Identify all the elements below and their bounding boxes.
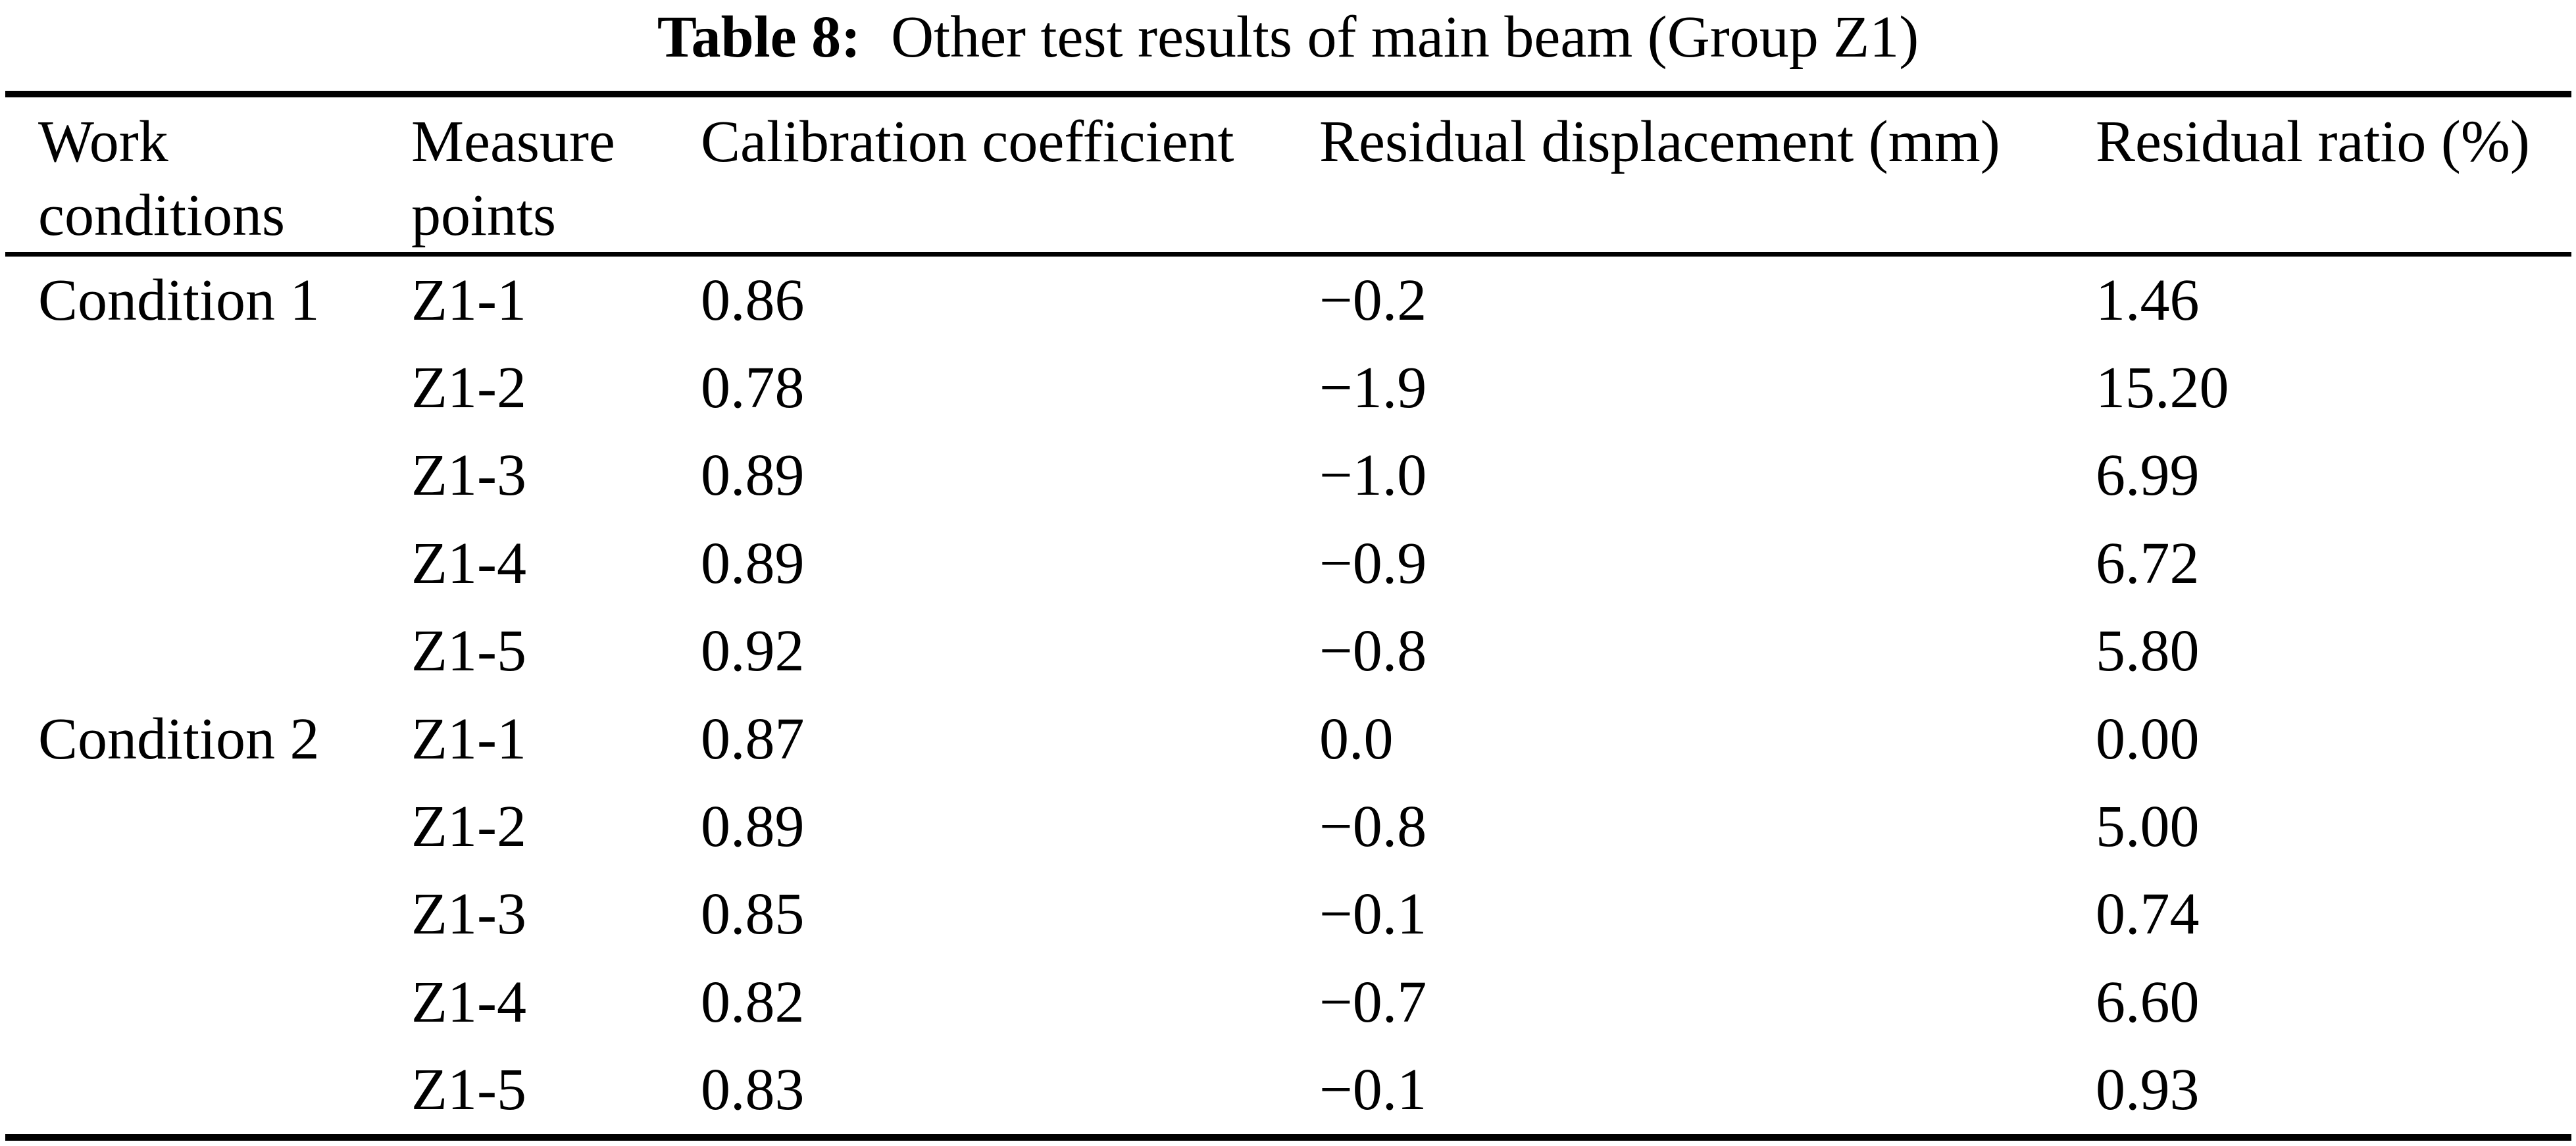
table-bottom-rule bbox=[5, 1134, 2571, 1141]
cell-residual-displacement: −1.0 bbox=[1319, 443, 1427, 509]
cell-measure-point: Z1-4 bbox=[411, 969, 526, 1035]
cell-residual-ratio: 5.80 bbox=[2096, 618, 2200, 684]
cell-residual-displacement: −0.8 bbox=[1319, 794, 1427, 860]
cell-measure-point: Z1-4 bbox=[411, 530, 526, 596]
cell-calibration-coefficient: 0.87 bbox=[701, 706, 805, 772]
cell-residual-ratio: 0.74 bbox=[2096, 882, 2200, 947]
cell-residual-ratio: 6.72 bbox=[2096, 530, 2200, 596]
cell-measure-point: Z1-5 bbox=[411, 618, 526, 684]
cell-residual-ratio: 0.93 bbox=[2096, 1057, 2200, 1123]
cell-calibration-coefficient: 0.83 bbox=[701, 1057, 805, 1123]
table-caption-text: Other test results of main beam (Group Z… bbox=[891, 5, 1919, 70]
cell-residual-displacement: −0.8 bbox=[1319, 618, 1427, 684]
cell-residual-ratio: 5.00 bbox=[2096, 794, 2200, 860]
table-caption-label: Table 8: bbox=[657, 5, 861, 70]
cell-residual-displacement: −0.1 bbox=[1319, 1057, 1427, 1123]
table-body: Condition 1 Z1-1 0.86 −0.2 1.46 Z1-2 0.7… bbox=[38, 257, 2569, 1134]
cell-calibration-coefficient: 0.89 bbox=[701, 530, 805, 596]
cell-residual-ratio: 1.46 bbox=[2096, 267, 2200, 333]
cell-residual-ratio: 0.00 bbox=[2096, 706, 2200, 772]
cell-residual-displacement: −0.2 bbox=[1319, 267, 1427, 333]
cell-measure-point: Z1-2 bbox=[411, 355, 526, 421]
cell-calibration-coefficient: 0.86 bbox=[701, 267, 805, 333]
table-top-rule bbox=[5, 91, 2571, 97]
table-caption: Table 8: Other test results of main beam … bbox=[0, 1, 2576, 74]
column-header-work-conditions: Work conditions bbox=[38, 109, 285, 248]
cell-measure-point: Z1-3 bbox=[411, 882, 526, 947]
cell-residual-ratio: 6.99 bbox=[2096, 443, 2200, 509]
cell-residual-displacement: −0.1 bbox=[1319, 882, 1427, 947]
cell-measure-point: Z1-3 bbox=[411, 443, 526, 509]
cell-calibration-coefficient: 0.89 bbox=[701, 794, 805, 860]
cell-calibration-coefficient: 0.78 bbox=[701, 355, 805, 421]
cell-condition: Condition 2 bbox=[38, 706, 320, 772]
column-header-residual-displacement: Residual displacement (mm) bbox=[1319, 109, 2000, 174]
table-header-rule bbox=[5, 252, 2571, 257]
cell-measure-point: Z1-5 bbox=[411, 1057, 526, 1123]
cell-measure-point: Z1-1 bbox=[411, 706, 526, 772]
cell-calibration-coefficient: 0.89 bbox=[701, 443, 805, 509]
column-header-calibration-coefficient: Calibration coefficient bbox=[701, 109, 1234, 174]
cell-residual-ratio: 15.20 bbox=[2096, 355, 2229, 421]
cell-calibration-coefficient: 0.92 bbox=[701, 618, 805, 684]
cell-measure-point: Z1-2 bbox=[411, 794, 526, 860]
cell-residual-displacement: −1.9 bbox=[1319, 355, 1427, 421]
cell-calibration-coefficient: 0.82 bbox=[701, 969, 805, 1035]
column-header-residual-ratio: Residual ratio (%) bbox=[2096, 109, 2530, 174]
cell-condition: Condition 1 bbox=[38, 267, 320, 333]
cell-residual-displacement: −0.7 bbox=[1319, 969, 1427, 1035]
cell-residual-displacement: 0.0 bbox=[1319, 706, 1394, 772]
cell-measure-point: Z1-1 bbox=[411, 267, 526, 333]
column-header-measure-points: Measure points bbox=[411, 109, 615, 248]
table-header-row: Work conditions Measure points Calibrati… bbox=[38, 97, 2569, 252]
cell-residual-displacement: −0.9 bbox=[1319, 530, 1427, 596]
cell-residual-ratio: 6.60 bbox=[2096, 969, 2200, 1035]
cell-calibration-coefficient: 0.85 bbox=[701, 882, 805, 947]
